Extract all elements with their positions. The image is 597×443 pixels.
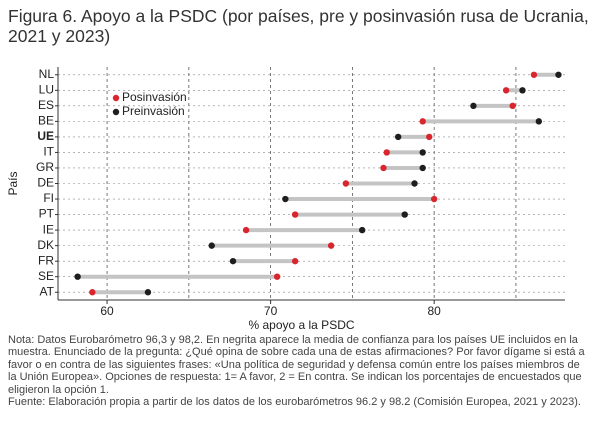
dot <box>380 164 387 172</box>
dot <box>535 118 543 125</box>
dot <box>229 257 237 265</box>
dot <box>502 87 510 94</box>
y-tick-label: PT <box>39 207 55 221</box>
dot <box>282 195 289 203</box>
dot <box>519 87 526 94</box>
legend-label: Preinvasión <box>122 104 185 118</box>
dot <box>291 211 299 218</box>
dot <box>291 257 299 265</box>
dot <box>144 289 152 296</box>
y-tick-label: DK <box>37 238 54 252</box>
y-tick-label: UE <box>37 129 54 143</box>
dot <box>208 242 215 249</box>
dot <box>273 273 281 280</box>
x-axis-label: % apoyo a la PSDC <box>248 318 354 332</box>
dot <box>411 180 418 187</box>
notes: Nota: Datos Eurobarómetro 96,3 y 98,2. E… <box>8 334 590 408</box>
y-tick-label: DE <box>37 176 54 190</box>
source: Fuente: Elaboración propia a partir de l… <box>8 396 581 409</box>
dot <box>74 273 81 280</box>
y-tick-label: AT <box>40 284 55 298</box>
dot <box>401 211 408 218</box>
y-tick-label: NL <box>39 67 55 81</box>
note: Nota: Datos Eurobarómetro 96,3 y 98,2. E… <box>8 334 585 396</box>
x-tick-label: 70 <box>264 304 278 318</box>
dot <box>426 133 433 141</box>
dot <box>359 226 366 234</box>
dot <box>530 71 538 78</box>
y-tick-label: LU <box>39 82 54 96</box>
dot <box>419 149 426 156</box>
x-tick-label: 60 <box>100 304 114 318</box>
y-tick-label: ES <box>38 98 54 112</box>
dot <box>509 102 516 110</box>
dot <box>470 102 477 110</box>
y-tick-label: IE <box>43 222 54 236</box>
x-tick-label: 80 <box>427 304 441 318</box>
legend-marker <box>112 94 120 102</box>
dot <box>383 149 390 156</box>
y-tick-label: BE <box>38 114 54 128</box>
y-tick-label: FI <box>43 191 54 205</box>
dot <box>342 180 350 187</box>
y-axis-label: País <box>6 171 20 195</box>
y-tick-label: IT <box>43 145 54 159</box>
dot <box>555 71 562 78</box>
dot <box>419 164 426 172</box>
chart-title: Figura 6. Apoyo a la PSDC (por países, p… <box>8 6 589 46</box>
legend-marker <box>112 108 120 116</box>
dot <box>327 242 335 249</box>
y-tick-label: FR <box>38 253 54 267</box>
dot <box>89 289 96 296</box>
dot <box>419 118 426 125</box>
dot <box>394 133 402 141</box>
dot <box>430 195 438 203</box>
y-tick-label: SE <box>38 269 54 283</box>
legend-label: Posinvasión <box>122 90 187 104</box>
y-tick-label: GR <box>36 160 54 174</box>
dot <box>242 226 250 234</box>
